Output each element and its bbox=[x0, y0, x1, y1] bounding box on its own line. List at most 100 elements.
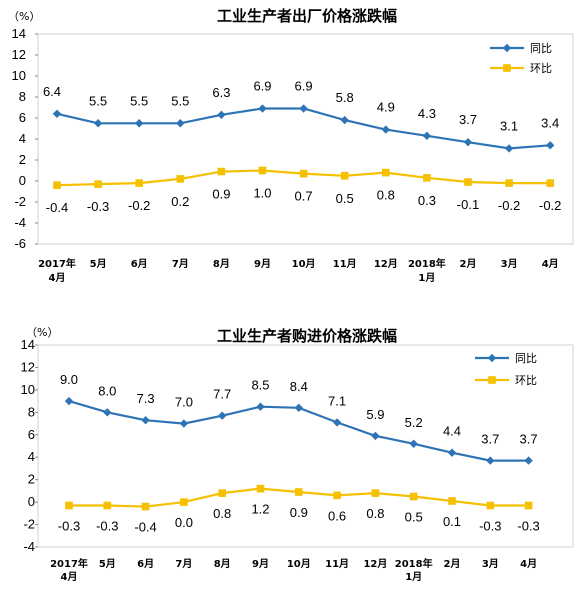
x-tick-label: 2018年 1月 bbox=[408, 257, 446, 284]
data-label: 1.0 bbox=[253, 186, 271, 201]
data-label: 0.3 bbox=[418, 193, 436, 208]
y-tick-label: -6 bbox=[14, 236, 26, 251]
data-label: 1.2 bbox=[251, 502, 269, 517]
data-label: -0.2 bbox=[128, 198, 150, 213]
data-point bbox=[135, 179, 143, 187]
data-label: 5.5 bbox=[171, 93, 189, 108]
data-point bbox=[486, 501, 495, 510]
x-tick-label: 6月 bbox=[137, 558, 154, 570]
y-tick-label: 0 bbox=[19, 173, 26, 188]
data-point bbox=[546, 179, 554, 187]
chart-title: 工业生产者出厂价格涨跌幅 bbox=[217, 7, 397, 25]
y-tick-label: 12 bbox=[12, 47, 26, 62]
x-tick-label: 5月 bbox=[99, 558, 116, 570]
data-point bbox=[53, 181, 61, 189]
data-label: -0.3 bbox=[58, 518, 80, 533]
x-tick-label: 7月 bbox=[172, 258, 189, 270]
data-point bbox=[135, 119, 144, 128]
data-label: 0.5 bbox=[405, 510, 423, 525]
y-tick-label: 14 bbox=[12, 26, 26, 41]
data-label: 8.5 bbox=[251, 378, 269, 393]
y-tick-label: 8 bbox=[19, 89, 26, 104]
y-tick-label: 6 bbox=[28, 427, 35, 442]
data-point bbox=[256, 402, 265, 411]
data-label: 3.7 bbox=[520, 432, 538, 447]
data-label: 7.1 bbox=[328, 393, 346, 408]
data-label: 0.9 bbox=[290, 505, 308, 520]
data-label: -0.2 bbox=[498, 198, 520, 213]
data-point bbox=[463, 137, 473, 147]
x-tick-label: 5月 bbox=[90, 258, 107, 270]
data-point bbox=[524, 456, 533, 465]
data-point bbox=[447, 448, 457, 457]
data-label: -0.3 bbox=[517, 518, 539, 533]
data-point bbox=[371, 489, 380, 497]
data-label: -0.2 bbox=[539, 198, 561, 213]
data-label: 7.0 bbox=[175, 395, 193, 410]
legend-entry: 同比 bbox=[515, 352, 537, 365]
data-label: 3.7 bbox=[481, 432, 499, 447]
data-point bbox=[179, 419, 189, 428]
legend-marker bbox=[487, 353, 497, 363]
data-point bbox=[333, 491, 341, 500]
data-point bbox=[299, 104, 308, 113]
data-label: 0.6 bbox=[328, 508, 346, 523]
x-tick-label: 10月 bbox=[292, 258, 316, 270]
data-label: 5.5 bbox=[130, 93, 148, 108]
data-point bbox=[217, 167, 226, 176]
data-label: 0.8 bbox=[377, 188, 395, 203]
data-point bbox=[141, 415, 150, 425]
data-point bbox=[141, 502, 150, 511]
data-point bbox=[382, 168, 390, 177]
data-point bbox=[464, 178, 472, 186]
y-tick-label: 6 bbox=[19, 110, 26, 125]
data-label: 0.5 bbox=[336, 191, 354, 206]
data-point bbox=[505, 179, 513, 187]
data-label: 5.2 bbox=[405, 415, 423, 430]
x-tick-label: 2017年 4月 bbox=[50, 557, 88, 583]
data-label: -0.3 bbox=[479, 518, 501, 533]
legend-marker bbox=[502, 43, 512, 53]
data-point bbox=[93, 119, 103, 128]
data-point bbox=[448, 497, 456, 505]
x-tick-label: 9月 bbox=[252, 558, 269, 570]
y-tick-label: 12 bbox=[21, 359, 35, 374]
data-point bbox=[546, 141, 555, 150]
x-tick-label: 7月 bbox=[175, 558, 192, 570]
y-tick-label: 4 bbox=[19, 131, 26, 146]
data-point bbox=[422, 131, 432, 141]
data-label: 6.4 bbox=[43, 84, 61, 99]
data-point bbox=[504, 144, 514, 153]
x-tick-label: 11月 bbox=[333, 258, 357, 270]
data-label: 8.0 bbox=[98, 383, 116, 398]
y-tick-label: 2 bbox=[28, 472, 35, 487]
y-unit-label: （%） bbox=[26, 326, 58, 339]
data-label: -0.4 bbox=[134, 520, 156, 535]
x-tick-label: 6月 bbox=[131, 258, 148, 270]
data-label: 6.3 bbox=[212, 85, 230, 100]
y-tick-label: 8 bbox=[28, 404, 35, 419]
data-label: 6.9 bbox=[253, 79, 271, 94]
x-tick-label: 9月 bbox=[254, 258, 271, 270]
data-point bbox=[94, 180, 102, 188]
data-point bbox=[524, 501, 533, 510]
data-point bbox=[299, 169, 308, 178]
x-tick-label: 4月 bbox=[520, 558, 537, 570]
data-label: 4.3 bbox=[418, 106, 436, 121]
data-label: 0.7 bbox=[295, 189, 313, 204]
y-tick-label: 10 bbox=[21, 382, 35, 397]
y-tick-label: 14 bbox=[21, 337, 35, 352]
plot-area bbox=[37, 344, 574, 548]
data-label: -0.3 bbox=[96, 518, 118, 533]
data-label: 5.5 bbox=[89, 93, 107, 108]
data-point bbox=[486, 456, 495, 465]
legend-entry: 同比 bbox=[530, 42, 552, 55]
x-tick-label: 8月 bbox=[214, 558, 231, 570]
data-label: 6.9 bbox=[295, 79, 313, 94]
x-tick-label: 2017年 4月 bbox=[38, 257, 76, 284]
data-point bbox=[256, 484, 265, 493]
data-label: 9.0 bbox=[60, 372, 78, 387]
data-label: 7.7 bbox=[213, 387, 231, 402]
data-point bbox=[176, 175, 185, 183]
